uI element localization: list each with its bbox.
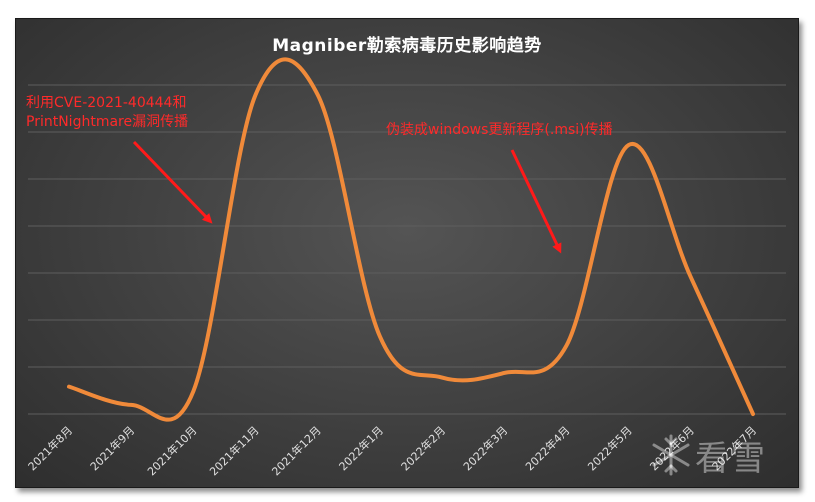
chart-frame: Magniber勒索病毒历史影响趋势 2021年8月 2021年9月 2021年10…: [15, 18, 799, 488]
annotation-2-line-1: 伪装成windows更新程序(.msi)传播: [386, 122, 613, 138]
annotation-2: 伪装成windows更新程序(.msi)传播: [386, 121, 613, 140]
x-tick-label: 2021年8月: [25, 423, 75, 473]
x-tick-label: 2021年11月: [207, 423, 262, 478]
line-chart: 2021年8月 2021年9月 2021年10月 2021年11月 2021年12月 20…: [25, 57, 786, 478]
annotation-1-line-1: 利用CVE-2021-40444和: [26, 95, 187, 111]
series-line: [67, 57, 755, 422]
annotation-1-line-2: PrintNightmare漏洞传播: [26, 114, 189, 130]
watermark-text: 看雪: [695, 439, 767, 479]
chart-title: Magniber勒索病毒历史影响趋势: [272, 36, 542, 56]
x-tick-label: 2022年1月: [336, 423, 386, 473]
watermark: 看雪: [649, 429, 799, 485]
x-tick-label: 2021年12月: [269, 423, 324, 478]
x-tick-label: 2022年2月: [398, 423, 448, 473]
annotation-arrow-2: [510, 149, 562, 254]
x-tick-label: 2021年9月: [87, 423, 137, 473]
x-tick-label: 2021年10月: [144, 423, 199, 478]
x-tick-label: 2022年3月: [460, 423, 510, 473]
annotation-1: 利用CVE-2021-40444和 PrintNightmare漏洞传播: [26, 94, 188, 132]
x-tick-label: 2022年5月: [585, 423, 635, 473]
x-tick-label: 2022年4月: [522, 423, 572, 473]
annotation-arrow-1: [132, 140, 213, 224]
snowflake-icon: [652, 434, 690, 476]
